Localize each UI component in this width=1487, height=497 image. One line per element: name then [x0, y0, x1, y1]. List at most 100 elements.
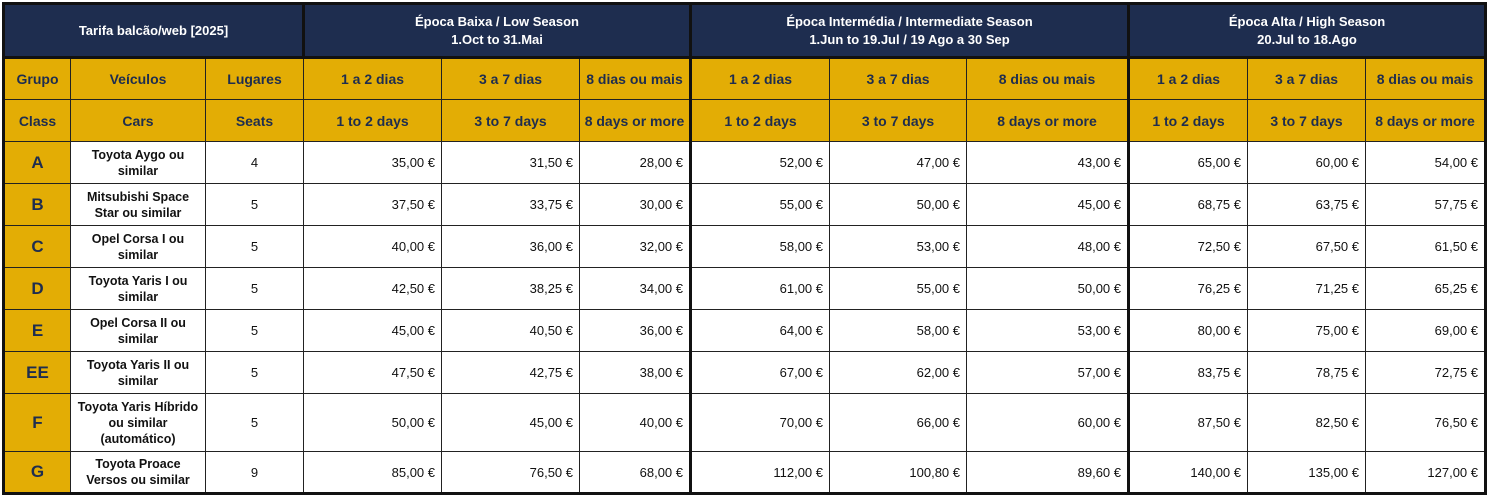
header-period: 8 dias ou mais: [579, 57, 692, 100]
table-row: A Toyota Aygo ou similar 4 35,00 €31,50 €28…: [3, 141, 1486, 184]
price-cell: 72,75 €: [1365, 351, 1486, 394]
header-period: 3 a 7 dias: [829, 57, 967, 100]
price-cell: 45,00 €: [966, 183, 1130, 226]
price-cell: 55,00 €: [690, 183, 830, 226]
price-cell: 61,00 €: [690, 267, 830, 310]
header-row-en: Class Cars Seats 1 to 2 days 3 to 7 days 8…: [3, 99, 1486, 142]
header-period: 8 days or more: [1365, 99, 1486, 142]
header-period: 3 to 7 days: [829, 99, 967, 142]
car-cell: Toyota Yaris Híbrido ou similar (automát…: [70, 393, 206, 452]
price-cell: 31,50 €: [441, 141, 580, 184]
price-cell: 38,25 €: [441, 267, 580, 310]
season-low: Época Baixa / Low Season 1.Oct to 31.Mai: [303, 3, 692, 59]
season-high: Época Alta / High Season 20.Jul to 18.Ago: [1128, 3, 1486, 59]
price-cell: 89,60 €: [966, 451, 1130, 494]
price-cell: 42,75 €: [441, 351, 580, 394]
header-period: 1 a 2 dias: [303, 57, 442, 100]
header-period: 3 to 7 days: [1247, 99, 1366, 142]
seats-cell: 5: [205, 267, 304, 310]
price-cell: 48,00 €: [966, 225, 1130, 268]
table-row: E Opel Corsa II ou similar 5 45,00 €40,50 €…: [3, 309, 1486, 352]
price-cell: 28,00 €: [579, 141, 692, 184]
table-row: D Toyota Yaris I ou similar 5 42,50 €38,25 …: [3, 267, 1486, 310]
price-cell: 127,00 €: [1365, 451, 1486, 494]
car-cell: Toyota Proace Versos ou similar: [70, 451, 206, 494]
price-cell: 65,00 €: [1128, 141, 1248, 184]
price-cell: 78,75 €: [1247, 351, 1366, 394]
header-period: 8 days or more: [966, 99, 1130, 142]
price-cell: 47,50 €: [303, 351, 442, 394]
table-row: C Opel Corsa I ou similar 5 40,00 €36,00 €3…: [3, 225, 1486, 268]
seats-cell: 5: [205, 351, 304, 394]
car-cell: Toyota Aygo ou similar: [70, 141, 206, 184]
season-header-row: Tarifa balcão/web [2025] Época Baixa / L…: [3, 3, 1486, 59]
header-row-pt: Grupo Veículos Lugares 1 a 2 dias 3 a 7 d…: [3, 57, 1486, 100]
seats-cell: 5: [205, 183, 304, 226]
price-cell: 68,00 €: [579, 451, 692, 494]
price-cell: 40,00 €: [579, 393, 692, 452]
price-cell: 40,50 €: [441, 309, 580, 352]
class-cell: D: [3, 267, 71, 310]
header-seats: Lugares: [205, 57, 304, 100]
price-cell: 57,75 €: [1365, 183, 1486, 226]
seats-cell: 5: [205, 225, 304, 268]
price-cell: 36,00 €: [579, 309, 692, 352]
price-cell: 50,00 €: [966, 267, 1130, 310]
price-cell: 58,00 €: [690, 225, 830, 268]
header-period: 8 days or more: [579, 99, 692, 142]
price-cell: 55,00 €: [829, 267, 967, 310]
header-period: 1 to 2 days: [1128, 99, 1248, 142]
class-cell: C: [3, 225, 71, 268]
table-title: Tarifa balcão/web [2025]: [3, 3, 305, 59]
price-cell: 47,00 €: [829, 141, 967, 184]
price-cell: 66,00 €: [829, 393, 967, 452]
price-cell: 50,00 €: [303, 393, 442, 452]
price-cell: 87,50 €: [1128, 393, 1248, 452]
car-cell: Toyota Yaris I ou similar: [70, 267, 206, 310]
price-cell: 71,25 €: [1247, 267, 1366, 310]
price-cell: 65,25 €: [1365, 267, 1486, 310]
table-row: B Mitsubishi Space Star ou similar 5 37,50 …: [3, 183, 1486, 226]
price-cell: 34,00 €: [579, 267, 692, 310]
price-cell: 83,75 €: [1128, 351, 1248, 394]
price-cell: 67,50 €: [1247, 225, 1366, 268]
price-cell: 140,00 €: [1128, 451, 1248, 494]
price-cell: 67,00 €: [690, 351, 830, 394]
price-cell: 76,50 €: [441, 451, 580, 494]
price-cell: 85,00 €: [303, 451, 442, 494]
price-cell: 69,00 €: [1365, 309, 1486, 352]
price-cell: 33,75 €: [441, 183, 580, 226]
price-cell: 38,00 €: [579, 351, 692, 394]
header-class: Class: [3, 99, 71, 142]
price-cell: 68,75 €: [1128, 183, 1248, 226]
header-period: 1 a 2 dias: [1128, 57, 1248, 100]
price-cell: 40,00 €: [303, 225, 442, 268]
table-row: EE Toyota Yaris II ou similar 5 47,50 €42,7…: [3, 351, 1486, 394]
price-cell: 72,50 €: [1128, 225, 1248, 268]
car-cell: Mitsubishi Space Star ou similar: [70, 183, 206, 226]
seats-cell: 5: [205, 393, 304, 452]
header-period: 8 dias ou mais: [966, 57, 1130, 100]
price-cell: 58,00 €: [829, 309, 967, 352]
class-cell: EE: [3, 351, 71, 394]
price-cell: 112,00 €: [690, 451, 830, 494]
price-cell: 75,00 €: [1247, 309, 1366, 352]
seats-cell: 9: [205, 451, 304, 494]
price-cell: 61,50 €: [1365, 225, 1486, 268]
class-cell: A: [3, 141, 71, 184]
price-cell: 45,00 €: [303, 309, 442, 352]
price-cell: 80,00 €: [1128, 309, 1248, 352]
seats-cell: 5: [205, 309, 304, 352]
seats-cell: 4: [205, 141, 304, 184]
price-cell: 54,00 €: [1365, 141, 1486, 184]
class-cell: G: [3, 451, 71, 494]
price-cell: 76,50 €: [1365, 393, 1486, 452]
header-period: 8 dias ou mais: [1365, 57, 1486, 100]
header-group: Grupo: [3, 57, 71, 100]
price-cell: 32,00 €: [579, 225, 692, 268]
price-cell: 42,50 €: [303, 267, 442, 310]
price-cell: 30,00 €: [579, 183, 692, 226]
price-cell: 52,00 €: [690, 141, 830, 184]
season-intermediate: Época Intermédia / Intermediate Season 1.…: [690, 3, 1130, 59]
price-cell: 100,80 €: [829, 451, 967, 494]
